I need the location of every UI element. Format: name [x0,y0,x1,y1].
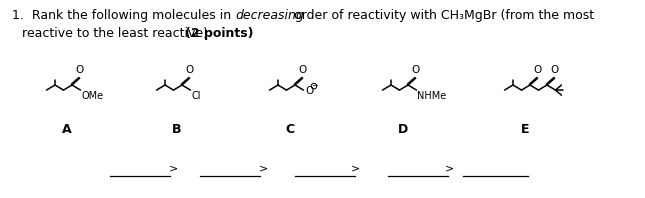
Text: >: > [259,163,268,173]
Text: O: O [75,65,84,75]
Text: (2 points): (2 points) [185,27,253,40]
Text: OMe: OMe [81,91,103,101]
Text: reactive to the least reactive).: reactive to the least reactive). [22,27,216,40]
Text: O: O [412,65,420,75]
Text: −: − [311,82,317,91]
Text: C: C [286,123,295,136]
Text: O: O [186,65,194,75]
Text: Cl: Cl [191,91,201,101]
Text: O: O [306,86,313,96]
Text: O: O [551,65,559,75]
Text: 1.  Rank the following molecules in: 1. Rank the following molecules in [12,9,235,22]
Text: O: O [299,65,307,75]
Text: D: D [398,123,408,136]
Text: >: > [168,163,177,173]
Text: B: B [172,123,182,136]
Text: NHMe: NHMe [417,91,446,101]
Text: O: O [533,65,542,75]
Text: A: A [62,123,72,136]
Text: order of reactivity with CH₃MgBr (from the most: order of reactivity with CH₃MgBr (from t… [290,9,595,22]
Text: decreasing: decreasing [235,9,304,22]
Text: E: E [521,123,530,136]
Text: 1.  Rank the following molecules in: 1. Rank the following molecules in [90,28,313,41]
Text: >: > [446,163,455,173]
Text: >: > [350,163,360,173]
